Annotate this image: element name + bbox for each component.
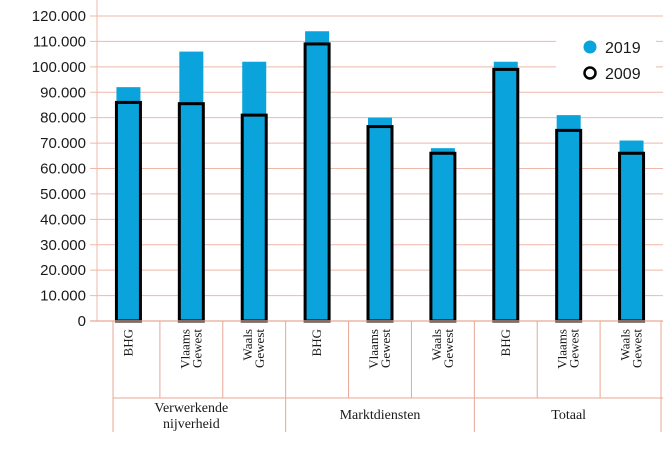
legend-entry-2009: 2009 [583,66,641,83]
svg-text:Waals: Waals [618,329,633,360]
y-axis-tick-labels: 0 10.000 20.000 30.000 40.000 50.000 60.000 70.… [32,8,86,330]
legend-marker-2019 [583,40,597,54]
svg-text:Gewest: Gewest [189,329,204,368]
y-tick-label: 60.000 [40,161,86,178]
bar-2019 [179,51,204,321]
y-tick-label: 110.000 [33,33,86,50]
y-tick-label: 100.000 [32,59,86,76]
svg-text:Gewest: Gewest [630,329,645,368]
y-tick-label: 90.000 [40,84,86,101]
svg-text:nijverheid: nijverheid [163,417,220,432]
svg-text:Gewest: Gewest [378,329,393,368]
x-tick-label: BHG [120,329,135,356]
y-tick-label: 80.000 [40,110,86,127]
y-tick-label: 10.000 [40,288,86,305]
svg-text:BHG: BHG [309,329,324,356]
svg-text:Marktdiensten: Marktdiensten [340,408,421,423]
group-label: Totaal [551,408,586,423]
svg-text:Vlaams: Vlaams [366,329,381,369]
y-tick-label: 30.000 [40,237,86,254]
svg-text:BHG: BHG [498,329,513,356]
group-label: Marktdiensten [340,408,421,423]
y-tick-label: 20.000 [40,262,86,279]
y-tick-label: 0 [78,313,86,330]
y-tick-label: 120.000 [32,8,86,25]
legend: 2019 2009 [556,28,656,88]
svg-text:Gewest: Gewest [441,329,456,368]
legend-entry-2019: 2019 [583,40,641,57]
svg-text:Totaal: Totaal [551,408,586,423]
y-tick-label: 50.000 [40,186,86,203]
svg-text:Waals: Waals [429,329,444,360]
y-tick-label: 70.000 [40,135,86,152]
svg-text:Vlaams: Vlaams [177,329,192,369]
bar-2019 [368,117,392,322]
svg-text:Gewest: Gewest [567,329,582,368]
x-tick-label: BHG [309,329,324,356]
bar-2019 [116,87,141,322]
svg-text:Verwerkende: Verwerkende [154,401,228,416]
bar-2019 [619,140,644,321]
bar-2019 [430,148,455,321]
legend-box [556,28,656,88]
bar-2019 [242,61,267,321]
bar-2019 [493,61,518,321]
svg-text:Gewest: Gewest [252,329,267,368]
x-tick-label: BHG [498,329,513,356]
bar-2019 [305,31,330,321]
y-tick-label: 40.000 [40,211,86,228]
svg-text:BHG: BHG [120,329,135,356]
bar-2019 [556,115,581,321]
legend-marker-2009 [583,66,597,80]
svg-text:Vlaams: Vlaams [555,329,570,369]
legend-label-2009: 2009 [605,66,641,83]
legend-label-2019: 2019 [605,40,641,57]
svg-text:Waals: Waals [240,329,255,360]
